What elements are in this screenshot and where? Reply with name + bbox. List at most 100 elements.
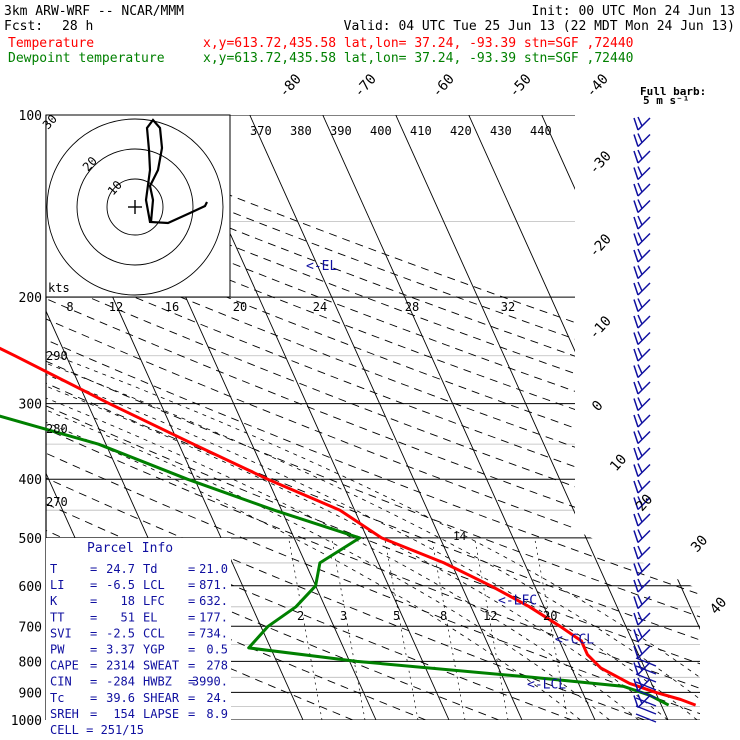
parcel-value: 21.0: [199, 562, 228, 576]
hodograph-axis-label: 8: [66, 300, 73, 314]
parcel-eq: =: [90, 643, 97, 657]
parcel-eq: =: [188, 626, 195, 640]
isotherm-label: 0: [589, 398, 607, 415]
dry-adiabat: [46, 115, 700, 720]
parcel-label: T: [50, 562, 57, 576]
mixing-ratio-label: 14: [453, 530, 467, 543]
dry-adiabat: [46, 115, 700, 720]
hodograph-axis-label: 24: [313, 300, 327, 314]
isotherm-label: 10: [607, 451, 630, 474]
isobar-label: 300: [19, 398, 42, 413]
theta-label: 400: [370, 124, 392, 138]
parcel-label: LAPSE: [143, 707, 179, 721]
parcel-label: CIN: [50, 675, 72, 689]
isobar-label: 200: [19, 291, 42, 306]
level-marker: <-CCL: [555, 633, 594, 648]
isobar-label: 800: [19, 655, 42, 670]
isotherm-label: -70: [351, 71, 380, 101]
hodograph-axis-label: 28: [405, 300, 419, 314]
parcel-info-row: PW = 3.37 YGP = 0.5: [50, 643, 228, 657]
parcel-label: HWBZ: [143, 675, 172, 689]
parcel-value: 632.: [199, 594, 228, 608]
parcel-info-row: Tc = 39.6 SHEAR = 24.: [50, 691, 228, 705]
parcel-label: Tc: [50, 691, 64, 705]
wind-barb: [633, 298, 651, 313]
wind-barb: [635, 665, 657, 675]
parcel-info-row: TT = 51 EL = 177.: [50, 610, 228, 624]
hodograph-ring: [76, 148, 194, 266]
parcel-value: 278: [206, 659, 228, 673]
parcel-eq: =: [90, 675, 97, 689]
wind-barb: [633, 446, 651, 461]
wind-barb: [633, 413, 651, 428]
wind-barb: [633, 512, 651, 527]
isotherm-label: 40: [707, 594, 730, 617]
wind-barb: [633, 364, 651, 379]
theta-left-label: 280: [46, 422, 68, 436]
wind-barb: [633, 611, 651, 626]
parcel-eq: =: [188, 610, 195, 624]
wind-barb: [633, 133, 651, 148]
parcel-label: Td: [143, 562, 157, 576]
parcel-eq: =: [90, 691, 97, 705]
wind-barb: [633, 644, 651, 659]
wind-barb: [633, 628, 651, 643]
wind-barb-units: 5 m s⁻¹: [643, 94, 689, 107]
forecast-value: 28 h: [62, 19, 93, 34]
dry-adiabat: [46, 115, 700, 720]
isobar-label: 400: [19, 473, 42, 488]
wind-barb: [633, 232, 651, 247]
parcel-label: EL: [143, 610, 157, 624]
parcel-eq: =: [188, 707, 195, 721]
parcel-value: -284: [106, 675, 135, 689]
parcel-label: TT: [50, 610, 64, 624]
parcel-info-row: CAPE = 2314 SWEAT = 278: [50, 659, 228, 673]
forecast-label: Fcst:: [4, 19, 43, 34]
wind-barb: [633, 397, 651, 412]
parcel-value: 18: [121, 594, 135, 608]
parcel-eq: =: [188, 643, 195, 657]
mixing-ratio-line: [384, 539, 419, 720]
mixing-ratio-line: [288, 539, 323, 720]
wind-barb: [635, 673, 657, 683]
wind-barb: [633, 149, 651, 164]
isobar-label: 600: [19, 580, 42, 595]
dry-adiabat: [46, 115, 427, 720]
hodograph-ring: [106, 178, 164, 236]
wind-barb: [633, 314, 651, 329]
parcel-eq: =: [90, 562, 97, 576]
model-title: 3km ARW-WRF -- NCAR/MMM: [4, 4, 184, 19]
wind-barb: [633, 331, 651, 346]
wind-barb: [633, 182, 651, 197]
theta-label: 390: [330, 124, 352, 138]
parcel-label: K: [50, 594, 58, 608]
parcel-label: SHEAR: [143, 691, 180, 705]
theta-label: 430: [490, 124, 512, 138]
parcel-value: 24.: [206, 691, 228, 705]
isotherm-label: -40: [583, 71, 612, 101]
theta-label: 410: [410, 124, 432, 138]
parcel-eq: =: [90, 659, 97, 673]
parcel-value: 871.: [199, 578, 228, 592]
parcel-eq: =: [90, 578, 97, 592]
dry-adiabat: [46, 115, 700, 720]
isotherm: [614, 115, 700, 720]
parcel-eq: =: [188, 659, 195, 673]
wind-barb: [635, 705, 657, 715]
parcel-label: LCL: [143, 578, 165, 592]
dry-adiabat: [46, 115, 700, 720]
isotherm: [249, 115, 523, 720]
parcel-eq: =: [90, 707, 97, 721]
mixing-ratio-label: 12: [483, 609, 497, 623]
parcel-value: -6.5: [106, 578, 135, 592]
isotherm: [468, 115, 700, 720]
level-marker: <-LFC: [498, 593, 537, 608]
wind-barb: [633, 595, 651, 610]
wind-barb: [635, 657, 657, 667]
init-time: Init: 00 UTC Mon 24 Jun 13: [532, 4, 736, 19]
isobar-label: 500: [19, 532, 42, 547]
parcel-info-title: Parcel Info: [87, 541, 173, 556]
parcel-label: YGP: [143, 643, 165, 657]
